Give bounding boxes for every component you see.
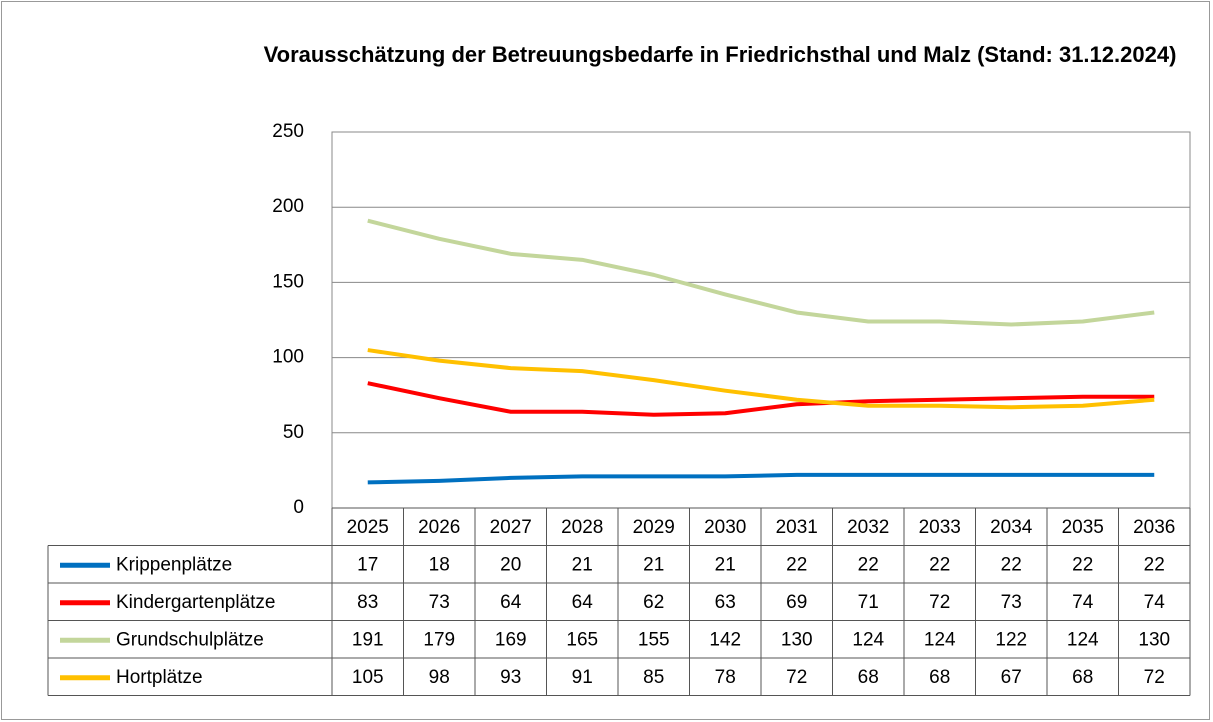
data-label: 68 <box>1072 667 1093 688</box>
data-label: 63 <box>715 592 736 613</box>
x-tick-label: 2028 <box>561 517 603 538</box>
data-label: 22 <box>786 554 807 575</box>
data-label: 91 <box>572 667 593 688</box>
data-label: 72 <box>929 592 950 613</box>
data-label: 72 <box>1144 667 1165 688</box>
data-label: 18 <box>429 554 450 575</box>
x-tick-label: 2026 <box>418 517 460 538</box>
data-label: 72 <box>786 667 807 688</box>
series-line <box>367 472 1155 485</box>
x-tick-label: 2030 <box>704 517 746 538</box>
data-label: 105 <box>352 667 384 688</box>
data-label: 165 <box>566 629 598 650</box>
data-label: 124 <box>1067 629 1099 650</box>
x-tick-label: 2032 <box>847 517 889 538</box>
y-tick-label: 250 <box>272 121 304 142</box>
chart-title: Vorausschätzung der Betreuungsbedarfe in… <box>263 42 1177 67</box>
data-label: 169 <box>495 629 527 650</box>
data-label: 191 <box>352 629 384 650</box>
data-label: 155 <box>638 629 670 650</box>
data-label: 130 <box>781 629 813 650</box>
data-label: 62 <box>643 592 664 613</box>
x-tick-label: 2034 <box>990 517 1033 538</box>
data-label: 179 <box>423 629 455 650</box>
data-label: 83 <box>357 592 378 613</box>
data-label: 74 <box>1144 592 1166 613</box>
y-tick-label: 100 <box>272 347 304 368</box>
data-label: 22 <box>1144 554 1165 575</box>
x-tick-label: 2036 <box>1133 517 1175 538</box>
x-tick-label: 2031 <box>776 517 818 538</box>
data-label: 73 <box>429 592 450 613</box>
data-label: 21 <box>715 554 736 575</box>
data-label: 68 <box>858 667 879 688</box>
data-label: 93 <box>500 667 521 688</box>
data-label: 22 <box>858 554 879 575</box>
data-label: 142 <box>709 629 741 650</box>
legend-label: Grundschulplätze <box>116 629 264 650</box>
series-line <box>367 381 1155 417</box>
series-line <box>367 348 1155 410</box>
data-label: 122 <box>995 629 1027 650</box>
x-tick-label: 2027 <box>490 517 532 538</box>
data-label: 22 <box>1001 554 1022 575</box>
series-line <box>367 218 1155 327</box>
data-label: 64 <box>572 592 594 613</box>
data-label: 71 <box>858 592 879 613</box>
data-label: 21 <box>643 554 664 575</box>
data-label: 17 <box>357 554 378 575</box>
data-label: 67 <box>1001 667 1022 688</box>
data-label: 124 <box>924 629 956 650</box>
data-label: 22 <box>1072 554 1093 575</box>
y-tick-label: 0 <box>293 497 304 518</box>
data-label: 130 <box>1138 629 1170 650</box>
data-label: 73 <box>1001 592 1022 613</box>
y-tick-label: 50 <box>283 422 304 443</box>
x-tick-label: 2025 <box>347 517 389 538</box>
legend-label: Kindergartenplätze <box>116 592 276 613</box>
legend-label: Hortplätze <box>116 667 203 688</box>
data-label: 98 <box>429 667 450 688</box>
data-label: 78 <box>715 667 736 688</box>
data-label: 85 <box>643 667 664 688</box>
legend-label: Krippenplätze <box>116 554 232 575</box>
data-label: 22 <box>929 554 950 575</box>
x-tick-label: 2033 <box>919 517 961 538</box>
data-label: 21 <box>572 554 593 575</box>
data-label: 64 <box>500 592 522 613</box>
x-tick-label: 2035 <box>1062 517 1104 538</box>
y-tick-label: 200 <box>272 196 304 217</box>
data-label: 68 <box>929 667 950 688</box>
data-label: 69 <box>786 592 807 613</box>
plot-border <box>331 131 1191 509</box>
data-label: 74 <box>1072 592 1094 613</box>
y-tick-label: 150 <box>272 271 304 292</box>
data-label: 124 <box>852 629 884 650</box>
x-tick-label: 2029 <box>633 517 675 538</box>
data-label: 20 <box>500 554 521 575</box>
